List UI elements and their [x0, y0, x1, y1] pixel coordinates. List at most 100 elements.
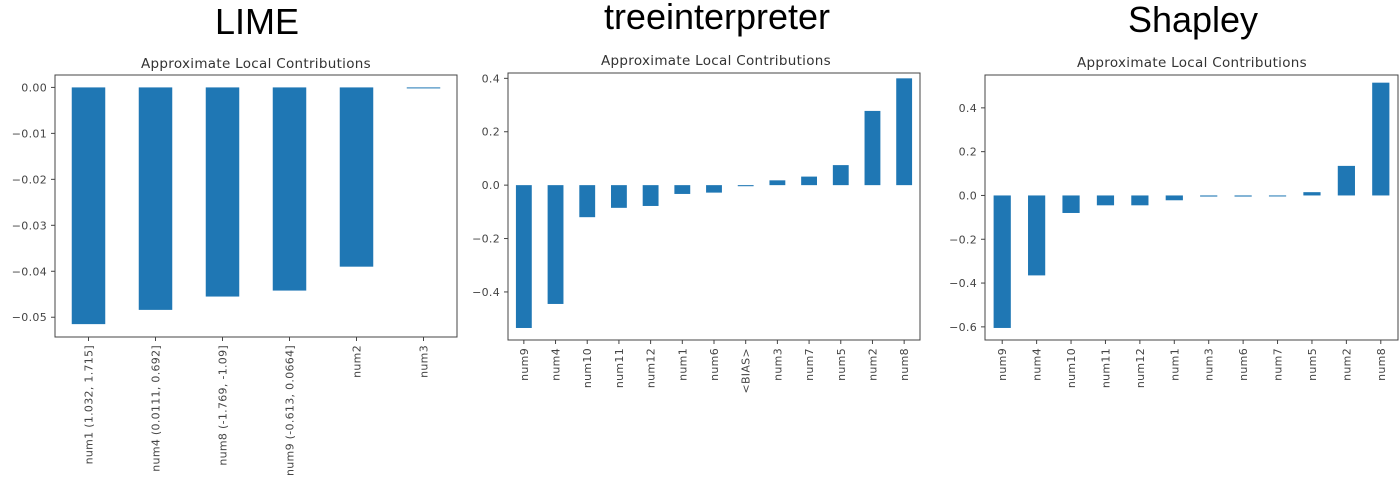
bar — [801, 176, 817, 186]
x-tick-label: <BIAS> — [740, 348, 753, 394]
bars — [993, 82, 1390, 328]
x-tick-label: num10 — [581, 348, 594, 388]
bar — [896, 78, 913, 186]
x-tick-label: num8 — [898, 348, 911, 381]
bar — [579, 185, 596, 218]
x-tick-label: num5 — [1306, 348, 1319, 381]
x-tick-label: num9 — [996, 348, 1009, 381]
bar — [339, 87, 374, 267]
chart-title: Approximate Local Contributions — [141, 56, 371, 72]
bar — [864, 110, 881, 186]
plot-area — [984, 74, 1399, 341]
bar — [1372, 82, 1390, 196]
x-tick-label: num9 (-0.613, 0.0664] — [284, 345, 297, 476]
y-tick-label: 0.0 — [959, 189, 977, 202]
bar — [205, 87, 240, 297]
bar — [138, 87, 173, 310]
bar — [769, 180, 786, 186]
bar — [1131, 195, 1149, 206]
panel-shapley: Shapley Approximate Local Contributions … — [949, 0, 1399, 388]
bar — [611, 185, 627, 208]
x-tick-label: num12 — [1134, 348, 1147, 388]
x-axis: num9 num4 num10 num11 num12 num1 num6 <BIAS> num… — [518, 340, 911, 394]
bar — [1062, 195, 1080, 213]
y-tick-label: 0.2 — [482, 126, 500, 139]
y-tick-label: 0.0 — [482, 179, 500, 192]
bar — [547, 185, 564, 304]
bar — [993, 195, 1011, 328]
y-tick-label: 0.00 — [21, 81, 47, 94]
x-tick-label: num6 — [708, 348, 721, 381]
bar — [1303, 192, 1321, 196]
bar — [1337, 165, 1355, 196]
y-tick-label: 0.4 — [482, 72, 500, 85]
bar — [674, 185, 691, 194]
x-tick-label: num11 — [1099, 348, 1112, 388]
x-tick-label: num10 — [1065, 348, 1078, 388]
bar — [832, 165, 849, 186]
panel-treeinterpreter: treeinterpreter Approximate Local Contri… — [472, 0, 921, 394]
bar — [71, 87, 106, 325]
y-tick-label: −0.4 — [949, 277, 977, 290]
bar — [1096, 195, 1115, 206]
bar — [1165, 195, 1183, 201]
bar — [272, 87, 307, 291]
x-tick-label: num3 — [771, 348, 784, 381]
panel-heading: treeinterpreter — [604, 0, 830, 37]
chart-title: Approximate Local Contributions — [601, 53, 831, 69]
x-tick-label: num5 — [835, 348, 848, 381]
x-tick-label: num3 — [1203, 348, 1216, 381]
chart-title: Approximate Local Contributions — [1077, 55, 1307, 71]
x-tick-label: num9 — [518, 348, 531, 381]
bars — [71, 87, 441, 325]
y-tick-label: −0.04 — [12, 265, 47, 278]
x-tick-label: num11 — [613, 348, 626, 388]
x-tick-label: num2 — [866, 348, 879, 381]
bar — [1200, 195, 1218, 197]
y-axis: 0.00 −0.01 −0.02 −0.03 −0.04 −0.05 — [12, 81, 55, 324]
x-tick-label: num8 — [1375, 348, 1388, 381]
x-tick-label: num1 — [1168, 348, 1181, 381]
y-tick-label: −0.6 — [949, 321, 977, 334]
y-tick-label: −0.2 — [949, 233, 977, 246]
x-tick-label: num6 — [1237, 348, 1250, 381]
y-tick-label: −0.05 — [12, 311, 47, 324]
panel-heading: LIME — [215, 1, 299, 42]
x-tick-label: num2 — [351, 345, 364, 378]
plot-area — [507, 72, 921, 341]
x-tick-label: num7 — [803, 348, 816, 381]
x-tick-label: num4 — [1031, 348, 1044, 381]
y-tick-label: −0.2 — [472, 233, 500, 246]
x-tick-label: num2 — [1340, 348, 1353, 381]
x-tick-label: num4 (0.0111, 0.692] — [150, 345, 163, 472]
bars — [515, 78, 913, 328]
y-tick-label: 0.2 — [959, 146, 977, 159]
x-tick-label: num1 (1.032, 1.715] — [83, 345, 96, 464]
x-tick-label: num4 — [550, 348, 563, 381]
bar — [1268, 195, 1287, 197]
x-axis: num9 num4 num10 num11 num12 num1 num3 num6 num7 n… — [996, 340, 1388, 388]
bar — [406, 87, 441, 89]
x-tick-label: num8 (-1.769, -1.09] — [217, 345, 230, 466]
y-axis: 0.4 0.2 0.0 −0.2 −0.4 — [472, 72, 508, 299]
x-axis: num1 (1.032, 1.715] num4 (0.0111, 0.692] n… — [83, 337, 431, 476]
bar — [706, 185, 722, 193]
y-tick-label: −0.03 — [12, 219, 47, 232]
y-tick-label: −0.02 — [12, 173, 47, 186]
panel-lime: LIME Approximate Local Contributions 0.0… — [12, 1, 458, 476]
x-tick-label: num7 — [1272, 348, 1285, 381]
y-tick-label: −0.4 — [472, 286, 500, 299]
y-tick-label: 0.4 — [959, 102, 977, 115]
x-tick-label: num1 — [676, 348, 689, 381]
bar — [1234, 195, 1252, 197]
bar — [642, 185, 659, 206]
bar — [737, 185, 754, 187]
panel-heading: Shapley — [1128, 0, 1258, 40]
plot-area — [54, 74, 458, 338]
bar — [515, 185, 532, 328]
x-tick-label: num12 — [645, 348, 658, 388]
y-axis: 0.4 0.2 0.0 −0.2 −0.4 −0.6 — [949, 102, 985, 334]
bar — [1028, 195, 1046, 276]
y-tick-label: −0.01 — [12, 127, 47, 140]
